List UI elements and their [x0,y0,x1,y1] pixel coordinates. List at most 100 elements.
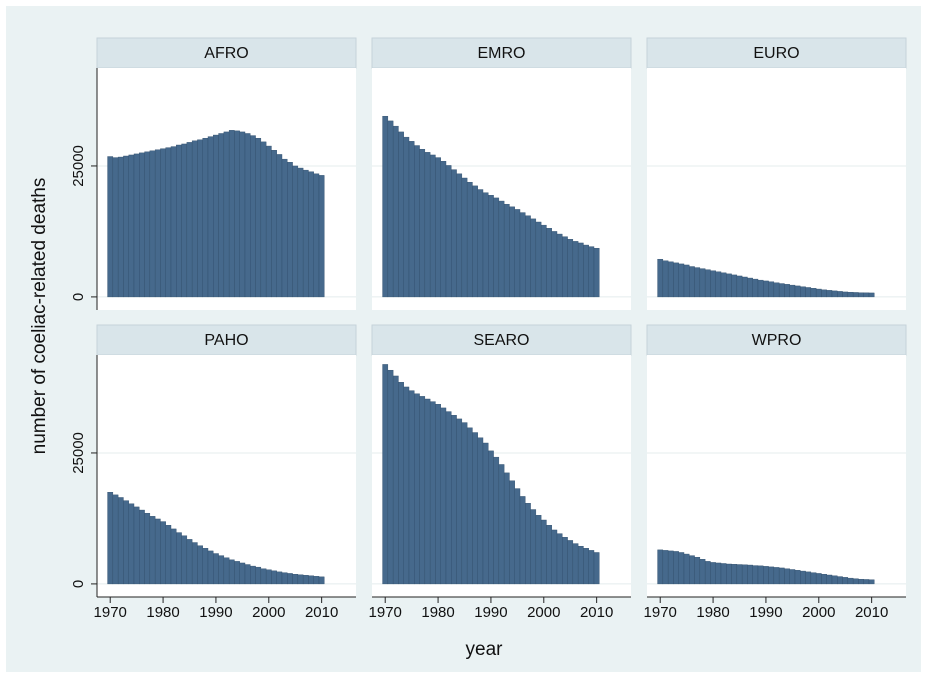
strip [646,37,907,69]
bar [488,195,494,298]
x-tick-label: 1990 [749,604,782,621]
bar [789,284,796,298]
bar [842,577,849,585]
x-tick-label: 2000 [252,604,285,621]
bar [435,404,441,585]
bar [858,292,864,298]
bar [403,386,410,585]
bar [752,565,759,585]
bar [308,575,314,585]
bar [562,236,568,298]
bar [482,442,489,585]
bar [757,279,764,298]
bar [715,562,722,585]
bar [535,515,542,585]
bar [726,273,732,298]
bar [525,215,531,298]
bar [720,563,727,585]
bar [662,550,669,585]
bar [234,130,240,298]
bar [852,292,859,298]
bar [297,574,304,585]
bar [445,411,452,585]
bar [302,575,309,585]
bar [593,247,600,298]
bar [488,450,494,585]
bar [466,181,473,298]
bar [292,165,299,298]
x-tick-label: 1980 [421,604,454,621]
bar [577,242,584,298]
bar [720,272,727,298]
bar [821,574,827,585]
bar [683,553,690,585]
bar [170,146,177,298]
bar [117,156,124,298]
bar [461,422,468,585]
bar [255,137,262,298]
bar [260,141,267,298]
bar [472,432,478,585]
bar [678,263,685,298]
bar [726,563,732,585]
bar [778,567,785,585]
bar [689,555,695,585]
bar [731,274,738,298]
bar [847,291,854,298]
bar [218,133,225,298]
bar [519,496,526,585]
bar [858,578,864,585]
bar [419,148,426,298]
bar [741,564,748,585]
bar [731,564,738,585]
panel-title: EMRO [478,45,526,62]
bar [831,575,838,585]
bar [228,130,235,298]
bar [810,288,817,298]
bar [128,503,135,585]
x-tick-label: 1990 [474,604,507,621]
bar [149,150,156,298]
bar [842,291,849,298]
bar [540,224,547,298]
bar [572,241,579,298]
bar [509,480,515,585]
x-axis-title: year [466,639,504,660]
bar [408,141,415,298]
bar [281,158,288,298]
strip [646,324,907,356]
bar [281,572,288,585]
bar [847,577,854,585]
bar [863,292,870,298]
bar [789,569,796,585]
bar [551,529,558,585]
bar [715,271,722,298]
bar [757,565,764,585]
bar [112,494,119,585]
bar [784,568,790,585]
bar [318,576,325,585]
bar [710,562,716,585]
bar [107,156,114,298]
bar [805,571,812,585]
bar [318,175,325,298]
bar [461,177,468,298]
bar [176,144,182,298]
bar [747,277,753,298]
bar [530,509,537,585]
bar [382,115,389,298]
bar [583,244,589,298]
bar [154,518,161,585]
bar [451,415,457,585]
bar [133,153,140,298]
bar [710,270,716,298]
x-tick-label: 2010 [855,604,888,621]
x-tick-label: 1980 [146,604,179,621]
bar [498,200,505,298]
bar [176,532,182,585]
bar [673,262,679,298]
bar [292,574,299,585]
bar [699,559,706,585]
